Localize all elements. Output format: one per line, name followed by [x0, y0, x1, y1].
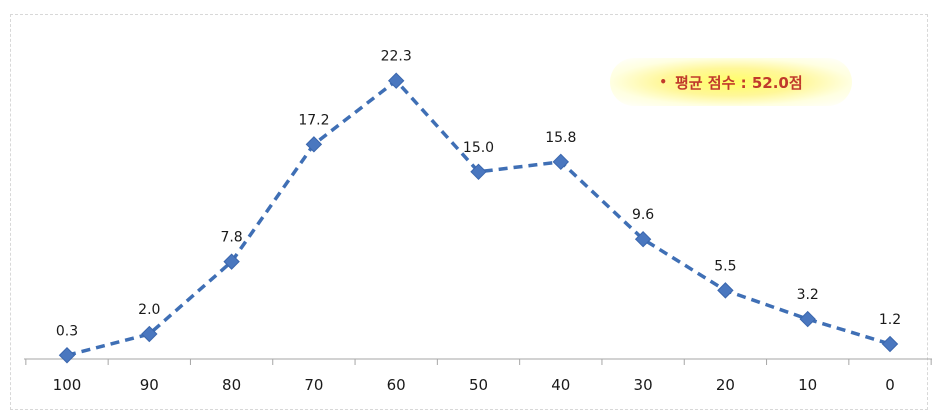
bullet-icon: • [659, 75, 667, 89]
diamond-marker [634, 230, 652, 248]
x-tick-label: 20 [716, 376, 735, 394]
diamond-marker [799, 310, 816, 328]
data-label: 22.3 [381, 49, 412, 65]
data-label-layer: 0.3 2.0 7.8 17.2 22.3 15.0 15.8 9.6 5.5 3.2 1.2 [56, 49, 901, 340]
diamond-marker [881, 335, 899, 353]
chart-frame [10, 14, 928, 410]
axis-layer [24, 358, 932, 365]
diamond-marker [305, 136, 323, 153]
series-line-layer [66, 78, 891, 357]
data-label: 2.0 [138, 302, 160, 318]
x-tick-label: 10 [798, 376, 817, 394]
x-tick-label-layer: 100 90 80 70 60 50 40 30 20 10 0 [53, 376, 895, 394]
data-label: 7.8 [220, 230, 242, 246]
x-tick-label: 50 [469, 376, 488, 394]
diamond-marker [141, 325, 158, 343]
x-tick-label: 100 [53, 376, 82, 394]
average-score-badge: • 평균 점수 : 52.0점 [610, 58, 852, 106]
diamond-marker [552, 153, 570, 171]
diamond-marker [387, 72, 405, 89]
marker-layer [58, 72, 899, 364]
data-label: 0.3 [56, 323, 78, 339]
data-label: 5.5 [714, 258, 736, 274]
data-label: 1.2 [879, 312, 901, 328]
diamond-marker [223, 253, 240, 270]
data-label: 15.8 [545, 130, 576, 146]
series-line [66, 78, 891, 357]
data-label: 3.2 [797, 287, 819, 303]
x-tick-label: 40 [551, 376, 570, 394]
data-label: 17.2 [298, 112, 329, 128]
data-label: 15.0 [463, 140, 494, 156]
x-tick-label: 60 [387, 376, 406, 394]
x-tick-label: 70 [304, 376, 323, 394]
x-tick-label: 0 [885, 376, 895, 394]
diamond-marker [717, 282, 734, 299]
average-score-text: 평균 점수 : 52.0점 [674, 73, 803, 92]
x-tick-label: 30 [634, 376, 653, 394]
data-label: 9.6 [632, 207, 654, 223]
diamond-marker [58, 347, 76, 364]
diamond-marker [470, 163, 487, 181]
x-tick-label: 80 [222, 376, 241, 394]
x-tick-label: 90 [140, 376, 159, 394]
